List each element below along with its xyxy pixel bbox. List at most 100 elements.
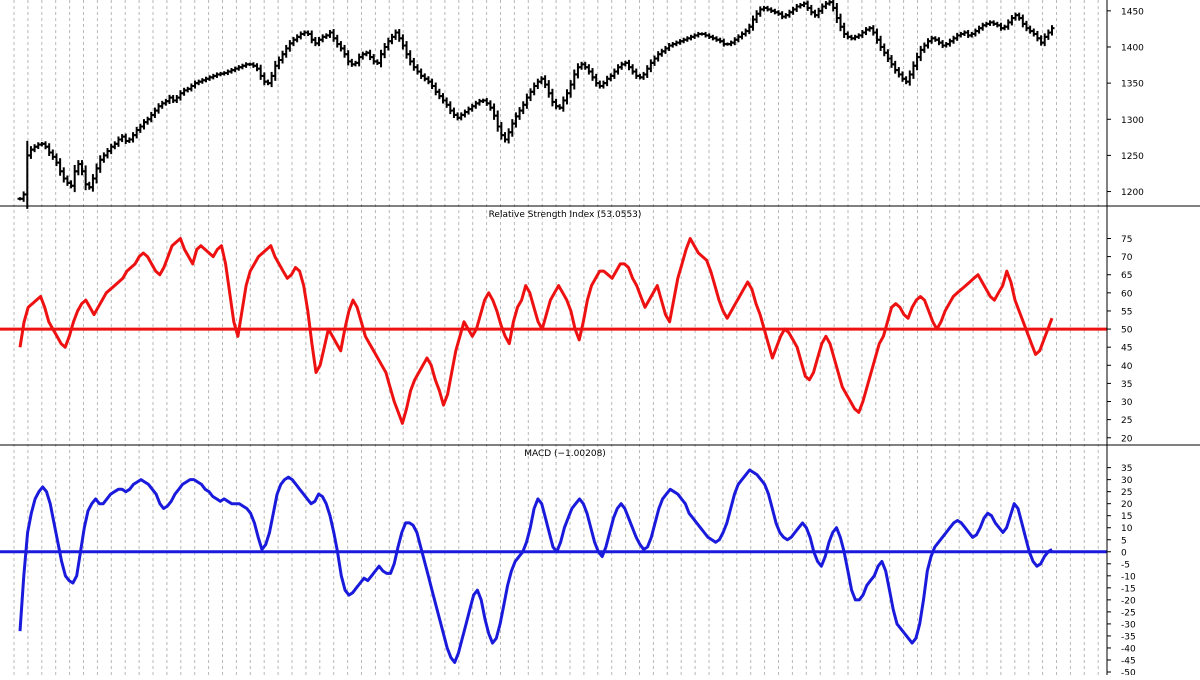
price-bar: [659, 48, 665, 57]
price-bar: [998, 22, 1004, 31]
price-bar: [786, 9, 792, 18]
price-bar: [495, 110, 501, 132]
price-bar: [141, 119, 147, 130]
price-bar: [177, 90, 183, 101]
price-bar: [794, 3, 800, 12]
y-tick-label: 25: [1121, 488, 1132, 498]
price-bar: [298, 31, 304, 40]
macd-title: MACD (−1.00208): [524, 449, 606, 459]
price-bar: [72, 164, 78, 193]
y-tick-label: 35: [1121, 464, 1132, 474]
price-bar: [812, 9, 818, 18]
price-bar: [925, 38, 931, 49]
price-bar: [163, 98, 169, 106]
price-bar: [914, 52, 920, 71]
price-bar: [254, 63, 260, 72]
price-bar: [721, 38, 727, 47]
price-bar: [24, 140, 30, 209]
price-bar: [648, 59, 654, 73]
price-bar: [626, 59, 632, 71]
price-bar: [517, 107, 523, 120]
price-bar: [447, 101, 453, 115]
price-bar: [542, 75, 548, 89]
price-bar: [524, 93, 530, 109]
price-bar: [334, 34, 340, 48]
price-bar: [615, 64, 621, 75]
y-tick-label: 1400: [1121, 43, 1144, 53]
y-tick-label: -50: [1121, 669, 1136, 676]
price-bar: [86, 181, 92, 190]
price-bar: [276, 56, 282, 70]
price-bar: [841, 22, 847, 38]
price-bar: [462, 109, 468, 118]
price-bar: [845, 31, 851, 40]
macd-line: [18, 468, 1053, 664]
price-bar: [899, 71, 905, 82]
price-bar: [546, 80, 552, 98]
price-bar: [896, 67, 902, 78]
price-bar: [878, 35, 884, 51]
price-bar: [422, 73, 428, 82]
price-bar: [907, 70, 913, 86]
price-bar: [159, 100, 165, 109]
price-bar: [484, 97, 490, 106]
price-bar: [181, 87, 187, 96]
y-tick-label: 40: [1121, 362, 1133, 372]
y-tick-label: 20: [1121, 434, 1133, 444]
price-bar: [571, 69, 577, 90]
price-bar: [320, 34, 326, 43]
price-bar: [50, 149, 56, 160]
price-bar: [43, 141, 49, 150]
price-bar: [790, 6, 796, 15]
price-bar: [396, 29, 402, 42]
price-bar: [53, 153, 59, 167]
price-bar: [863, 27, 869, 36]
price-bar: [119, 134, 125, 143]
price-bar: [739, 31, 745, 40]
price-bar: [611, 68, 617, 79]
y-tick-label: -25: [1121, 608, 1136, 618]
price-bar: [892, 60, 898, 74]
price-bar: [808, 4, 814, 16]
price-bar: [641, 71, 647, 80]
price-bar: [429, 78, 435, 90]
price-bar: [564, 89, 570, 105]
price-bar: [32, 144, 38, 153]
price-bar: [294, 34, 300, 43]
price-bar: [538, 76, 544, 85]
price-bar: [823, 1, 829, 10]
price-bar: [57, 158, 63, 176]
price-bar: [779, 11, 785, 20]
y-tick-label: 35: [1121, 380, 1132, 390]
price-bar: [280, 50, 286, 64]
price-bar: [881, 43, 887, 57]
price-bar: [170, 95, 176, 104]
price-bar: [918, 45, 924, 62]
price-bar: [105, 148, 111, 159]
rsi-panel: Relative Strength Index (53.0553) 20 25 30 3…: [0, 210, 1133, 444]
price-bar: [455, 112, 461, 121]
price-bar: [393, 29, 399, 40]
price-bar: [418, 68, 424, 79]
price-bar: [101, 152, 107, 163]
y-tick-label: 15: [1121, 512, 1132, 522]
price-bar: [327, 29, 333, 38]
y-tick-label: 70: [1121, 253, 1133, 263]
y-tick-label: 45: [1121, 344, 1132, 354]
price-bar: [757, 6, 763, 17]
price-bar: [936, 37, 942, 46]
price-bar: [655, 51, 661, 62]
y-tick-label: 1300: [1121, 116, 1144, 126]
price-bar: [385, 37, 391, 51]
y-tick-label: -20: [1121, 596, 1136, 606]
price-bar: [575, 63, 581, 79]
y-tick-label: 60: [1121, 289, 1133, 299]
price-bar: [506, 128, 512, 144]
rsi-title: Relative Strength Index (53.0553): [489, 210, 642, 220]
price-bar: [156, 103, 162, 114]
price-bar: [976, 25, 982, 34]
price-bar: [910, 61, 916, 79]
price-bar: [192, 80, 198, 89]
price-panel: 1200 1250 1300 1350 1400 1450: [17, 0, 1144, 209]
